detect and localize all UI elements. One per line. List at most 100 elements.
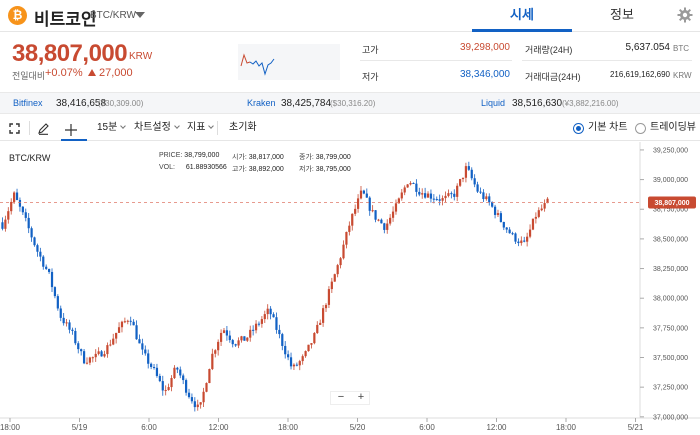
tradingview-radio[interactable]: [635, 123, 646, 134]
candle-body: [298, 361, 301, 366]
candle-body: [176, 367, 179, 370]
current-price-tag: [648, 196, 696, 209]
candle-body: [115, 332, 118, 339]
candle-body: [424, 193, 427, 198]
chart-settings-select[interactable]: 차트설정: [134, 115, 180, 141]
candle-body: [394, 203, 398, 212]
indicators-label: 지표: [187, 122, 206, 133]
crosshair-icon[interactable]: [61, 120, 87, 141]
ohlc-open-value: 38,817,000: [248, 154, 284, 161]
price-unit: KRW: [129, 51, 153, 62]
candle-body: [502, 221, 505, 228]
exchange-name-bitfinex[interactable]: Bitfinex: [13, 98, 43, 108]
volume-unit: BTC: [673, 44, 689, 53]
chevron-down-icon: [208, 123, 215, 129]
candle-body: [412, 183, 415, 185]
basic-chart-radio[interactable]: [573, 123, 584, 134]
candle-body: [39, 251, 42, 257]
candle-body: [356, 198, 360, 209]
candle-body: [97, 351, 100, 354]
exchange-name-liquid[interactable]: Liquid: [481, 98, 506, 108]
candle-body: [406, 184, 409, 188]
coin-pair[interactable]: BTC/KRW: [90, 10, 136, 21]
candle-body: [138, 339, 141, 344]
candle-body: [528, 229, 532, 237]
high-value: 39,298,000: [459, 42, 510, 53]
ohlc-open-label: 시가:: [232, 154, 247, 161]
ohlc-close-label: 종가:: [299, 154, 314, 161]
tradingview-label[interactable]: 트레이딩뷰: [650, 122, 696, 133]
exchange-price-bar: Bitfinex 38,416,658 ($30,309.00) Kraken …: [0, 92, 700, 114]
candle-body: [193, 401, 196, 408]
candle-body: [13, 192, 16, 202]
tab-info[interactable]: 정보: [610, 7, 634, 22]
candle-body: [374, 210, 377, 220]
ohlc-price-label: PRICE:: [159, 152, 183, 159]
y-tick-label: 37,750,000: [653, 325, 688, 332]
candle-body: [444, 195, 447, 199]
y-tick-label: 39,000,000: [653, 177, 688, 184]
candle-body: [225, 330, 229, 336]
zoom-in-button[interactable]: +: [357, 391, 365, 403]
candle-body: [284, 345, 287, 355]
y-tick-label: 37,250,000: [653, 385, 688, 392]
candle-body: [301, 356, 304, 362]
candle-body: [117, 327, 121, 333]
gear-icon[interactable]: [677, 7, 693, 23]
candle-body: [275, 317, 278, 330]
candle-body: [94, 353, 97, 358]
basic-chart-label[interactable]: 기본 차트: [588, 122, 628, 133]
zoom-controls: − +: [330, 391, 370, 405]
trade-value: 216,619,162,690: [609, 70, 670, 79]
candle-body: [540, 208, 543, 211]
candle-body: [371, 210, 374, 212]
candle-body: [345, 231, 348, 245]
candle-body: [470, 169, 473, 179]
candle-body: [208, 369, 211, 384]
candle-body: [458, 179, 462, 186]
x-tick-label: 18:00: [556, 423, 577, 432]
ohlc-close: 종가: 38,799,000: [299, 152, 351, 162]
volume-value: 5,637.054: [625, 42, 671, 53]
y-tick-label: 38,500,000: [653, 236, 688, 243]
candle-body: [397, 198, 400, 204]
candle-body: [56, 296, 59, 309]
chart-canvas[interactable]: 39,250,000 39,000,000 38,750,000 38,500,000…: [0, 142, 700, 435]
chevron-down-icon[interactable]: [135, 12, 145, 18]
candle-body: [30, 228, 33, 238]
candle-body: [219, 332, 223, 342]
candle-body: [531, 218, 535, 230]
chart-settings-label: 차트설정: [134, 122, 171, 133]
candle-body: [120, 321, 124, 328]
zoom-out-button[interactable]: −: [337, 391, 345, 403]
candle-body: [526, 236, 529, 242]
candle-body: [184, 380, 188, 393]
tab-market[interactable]: 시세: [472, 0, 572, 32]
x-tick-label: 12:00: [208, 423, 229, 432]
candle-body: [491, 202, 494, 207]
candlestick-chart[interactable]: 39,250,000 39,000,000 38,750,000 38,500,000…: [0, 142, 700, 435]
exchange-name-kraken[interactable]: Kraken: [247, 98, 276, 108]
ohlc-price: PRICE: 38,799,000: [159, 152, 219, 159]
candle-body: [287, 354, 290, 358]
fullscreen-icon[interactable]: [9, 123, 20, 134]
candle-body: [82, 351, 86, 364]
change-label: 전일대비: [12, 71, 46, 81]
y-axis-panel: [640, 142, 700, 435]
candle-body: [269, 308, 272, 315]
candle-body: [1, 222, 4, 229]
indicators-select[interactable]: 지표: [187, 115, 215, 141]
exchange-price-kraken: 38,425,784: [281, 98, 332, 109]
x-tick-label: 5/19: [72, 423, 88, 432]
current-price: 38,807,000: [12, 40, 128, 67]
candle-body: [187, 392, 191, 398]
reset-button[interactable]: 초기화: [229, 122, 257, 133]
candle-body: [537, 210, 540, 217]
candle-body: [182, 375, 185, 381]
candle-body: [47, 268, 51, 272]
pencil-icon[interactable]: [37, 122, 50, 135]
x-tick-label: 6:00: [419, 423, 435, 432]
ohlc-vol-value: 61.88930566: [185, 164, 227, 171]
divider: [360, 60, 512, 61]
interval-select[interactable]: 15분: [97, 115, 127, 141]
